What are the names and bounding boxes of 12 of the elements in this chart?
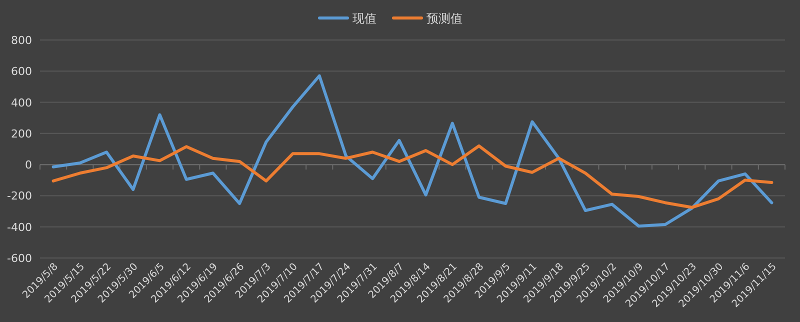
y-tick-label: 800: [11, 34, 32, 47]
y-tick-label: 0: [25, 158, 32, 172]
line-series: [52, 144, 774, 209]
y-tick-label: -400: [7, 220, 32, 234]
legend-label: 预测值: [426, 12, 462, 26]
y-tick-label: 200: [11, 127, 32, 140]
y-tick-label: -200: [7, 190, 32, 203]
y-tick-label: -600: [7, 252, 32, 265]
legend-label: 现值: [352, 12, 376, 26]
y-tick-label: 600: [11, 65, 32, 78]
y-tick-label: 400: [11, 96, 32, 110]
line-series: [52, 74, 774, 228]
